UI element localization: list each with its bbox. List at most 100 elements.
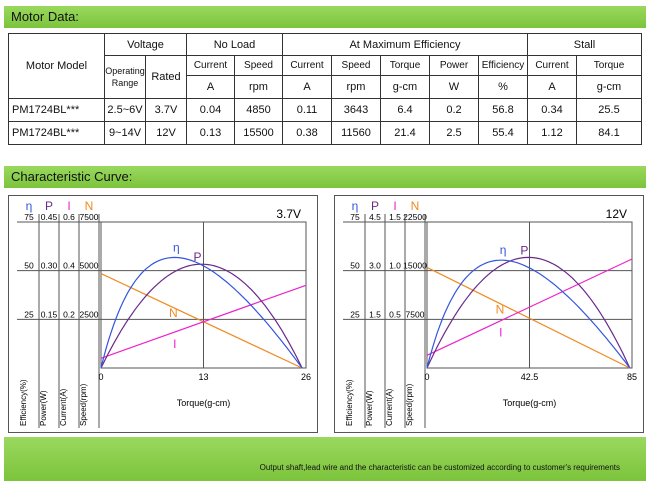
me-torque-unit: g-cm bbox=[380, 75, 430, 99]
motor-data-header: Motor Data: bbox=[4, 6, 646, 28]
power-tick: 0.15 bbox=[41, 309, 58, 319]
eff-tick: 25 bbox=[350, 309, 360, 319]
eff-tick: 50 bbox=[24, 261, 34, 271]
axis-symbol-p: P bbox=[371, 199, 379, 213]
rated-header: Rated bbox=[145, 55, 187, 99]
me-current-unit: A bbox=[282, 75, 332, 99]
y-axis-label-3: Speed(rpm) bbox=[405, 383, 414, 426]
motor-data-table: Motor Model Voltage No Load At Maximum E… bbox=[8, 33, 642, 145]
st-current-header: Current bbox=[527, 55, 577, 76]
speed-tick: 5000 bbox=[80, 261, 99, 271]
y-axis-label-1: Power(W) bbox=[365, 390, 374, 426]
me-power-header: Power bbox=[429, 55, 479, 76]
x-tick-label: 0 bbox=[98, 372, 103, 382]
power-curve bbox=[426, 256, 631, 369]
speed-tick: 15000 bbox=[403, 261, 427, 271]
i-curve-label: I bbox=[499, 326, 502, 340]
eff-tick: 75 bbox=[350, 212, 360, 222]
characteristic-curve-header: Characteristic Curve: bbox=[4, 166, 646, 188]
cell-me-current: 0.38 bbox=[282, 121, 332, 145]
axis-symbol-i: I bbox=[393, 199, 396, 213]
nl-current-header: Current bbox=[186, 55, 235, 76]
y-axis-label-0: Efficiency(%) bbox=[345, 379, 354, 426]
y-axis-label-1: Power(W) bbox=[39, 390, 48, 426]
cell-model: PM1724BL*** bbox=[8, 98, 105, 122]
y-axis-label-2: Current(A) bbox=[385, 388, 394, 426]
motor-data-title: Motor Data: bbox=[11, 9, 79, 24]
max-eff-header: At Maximum Efficiency bbox=[282, 33, 528, 56]
y-axis-label-0: Efficiency(%) bbox=[19, 379, 28, 426]
cell-me-torque: 6.4 bbox=[380, 98, 430, 122]
footer-note: Output shaft,lead wire and the character… bbox=[259, 463, 620, 472]
current-line bbox=[426, 258, 633, 356]
x-tick-label: 42.5 bbox=[521, 372, 539, 382]
cell-nl-current: 0.04 bbox=[186, 98, 235, 122]
st-torque-unit: g-cm bbox=[576, 75, 642, 99]
eff-tick: 50 bbox=[350, 261, 360, 271]
efficiency-curve bbox=[426, 259, 631, 369]
voltage-header: Voltage bbox=[104, 33, 187, 56]
me-speed-header: Speed bbox=[331, 55, 381, 76]
current-tick: 0.4 bbox=[63, 261, 75, 271]
speed-line bbox=[426, 266, 631, 369]
speed-line bbox=[100, 273, 303, 369]
cell-nl-speed: 4850 bbox=[234, 98, 283, 122]
efficiency-curve bbox=[100, 256, 303, 369]
power-tick: 3.0 bbox=[369, 261, 381, 271]
axis-symbol-n: N bbox=[85, 199, 94, 213]
characteristic-curve-title: Characteristic Curve: bbox=[11, 169, 133, 184]
speed-tick: 7500 bbox=[406, 309, 425, 319]
x-tick-label: 85 bbox=[627, 372, 637, 382]
operating-range-header: Operating Range bbox=[104, 55, 146, 99]
table-row: PM1724BL*** 2.5~6V 3.7V 0.04 4850 0.11 3… bbox=[8, 98, 642, 122]
eff-tick: 25 bbox=[24, 309, 34, 319]
power-tick: 0.30 bbox=[41, 261, 58, 271]
current-tick: 0.2 bbox=[63, 309, 75, 319]
nl-speed-header: Speed bbox=[234, 55, 283, 76]
st-torque-header: Torque bbox=[576, 55, 642, 76]
n-curve-label: N bbox=[169, 306, 178, 320]
axis-symbol-p: P bbox=[45, 199, 53, 213]
current-line bbox=[100, 284, 307, 359]
i-curve-label: I bbox=[173, 337, 176, 351]
footer-band: Output shaft,lead wire and the character… bbox=[4, 437, 646, 481]
cell-me-speed: 11560 bbox=[331, 121, 381, 145]
chart-3v7: 3.7V η P I N 75 0.45 0.6 7500 50 0.30 0.4 5000 25 0.15… bbox=[8, 195, 318, 433]
cell-me-current: 0.11 bbox=[282, 98, 332, 122]
power-tick: 1.5 bbox=[369, 309, 381, 319]
table-row: PM1724BL*** 9~14V 12V 0.13 15500 0.38 11… bbox=[8, 121, 642, 145]
p-curve-label: P bbox=[194, 250, 202, 264]
cell-st-current: 1.12 bbox=[527, 121, 577, 145]
cell-me-torque: 21.4 bbox=[380, 121, 430, 145]
nl-speed-unit: rpm bbox=[234, 75, 283, 99]
cell-st-current: 0.34 bbox=[527, 98, 577, 122]
speed-tick: 22500 bbox=[403, 212, 427, 222]
nl-current-unit: A bbox=[186, 75, 235, 99]
me-eff-unit: % bbox=[478, 75, 528, 99]
cell-me-eff: 56.8 bbox=[478, 98, 528, 122]
cell-st-torque: 25.5 bbox=[576, 98, 642, 122]
axis-symbol-i: I bbox=[67, 199, 70, 213]
cell-rated: 12V bbox=[145, 121, 187, 145]
cell-range: 2.5~6V bbox=[104, 98, 146, 122]
axis-symbol-eta: η bbox=[352, 199, 359, 213]
me-current-header: Current bbox=[282, 55, 332, 76]
current-tick: 1.0 bbox=[389, 261, 401, 271]
speed-tick: 7500 bbox=[80, 212, 99, 222]
x-axis-label: Torque(g-cm) bbox=[177, 398, 231, 408]
me-power-unit: W bbox=[429, 75, 479, 99]
me-torque-header: Torque bbox=[380, 55, 430, 76]
me-speed-unit: rpm bbox=[331, 75, 381, 99]
power-tick: 4.5 bbox=[369, 212, 381, 222]
x-tick-label: 0 bbox=[424, 372, 429, 382]
x-tick-label: 13 bbox=[198, 372, 208, 382]
x-tick-label: 26 bbox=[301, 372, 311, 382]
cell-me-eff: 55.4 bbox=[478, 121, 528, 145]
current-tick: 0.6 bbox=[63, 212, 75, 222]
current-tick: 0.5 bbox=[389, 309, 401, 319]
current-tick: 1.5 bbox=[389, 212, 401, 222]
cell-me-power: 2.5 bbox=[429, 121, 479, 145]
n-curve-label: N bbox=[496, 303, 505, 317]
